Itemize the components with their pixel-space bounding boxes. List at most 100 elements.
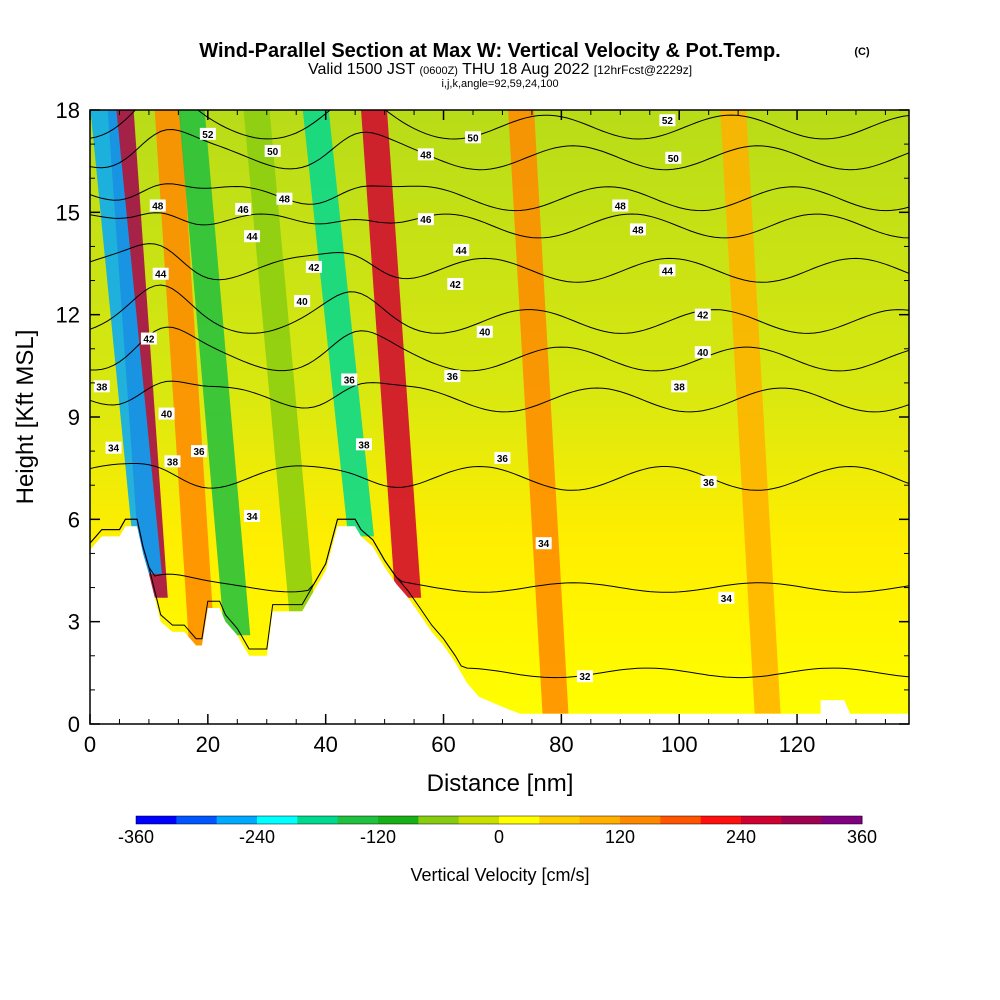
contour-label-text: 48	[632, 225, 644, 236]
valid-date: THU 18 Aug 2022	[462, 61, 589, 78]
contour-label-text: 36	[344, 375, 356, 386]
contour-label-text: 38	[674, 382, 686, 393]
plot-field: 52 50 48 46 48 44 44 42 40 42 38 40 34 38 36 34 36 38 48 46…	[90, 110, 909, 724]
colorbar-tick-label: -120	[360, 827, 396, 847]
contour-label-32: 48	[629, 223, 646, 236]
contour-label-33: 44	[659, 264, 676, 277]
y-axis-label: Height [Kft MSL]	[12, 330, 39, 505]
contour-label-bg	[671, 380, 688, 393]
colorbar-tick-label: 360	[847, 827, 877, 847]
contour-label-text: 40	[161, 410, 173, 421]
theta-contour-46	[90, 212, 909, 239]
contour-label-2: 50	[264, 144, 281, 158]
colorbar-swatch	[297, 816, 339, 824]
contour-label-bg	[718, 591, 735, 604]
colorbar-swatch	[579, 816, 621, 824]
contour-label-text: 40	[297, 297, 309, 308]
colorbar-swatch	[539, 816, 581, 824]
colorbar-swatch	[337, 816, 379, 824]
x-tick-label: 80	[549, 732, 573, 757]
contour-label-9: 40	[294, 295, 311, 308]
contour-label-27: 32	[576, 670, 593, 683]
contour-label-37: 36	[700, 475, 717, 489]
forecast-info: [12hrFcst@2229z]	[594, 63, 692, 77]
contour-label-26: 34	[535, 537, 552, 550]
colorbar-tick-label: 120	[605, 827, 635, 847]
theta-contour-38	[90, 380, 909, 413]
colorbar-swatch	[458, 816, 500, 824]
contour-label-bg	[444, 370, 461, 383]
contour-label-text: 42	[308, 263, 320, 274]
x-tick-label: 120	[779, 732, 816, 757]
contour-label-bg	[464, 131, 481, 144]
valid-prefix: Valid 1500 JST	[308, 61, 416, 78]
colorbar-swatch	[781, 816, 823, 824]
contour-label-bg	[164, 455, 181, 468]
contour-label-bg	[305, 260, 322, 273]
contour-label-bg	[276, 192, 293, 205]
contour-label-19: 48	[417, 148, 434, 161]
x-tick-label: 60	[431, 732, 455, 757]
colorbar-tick-label: 240	[726, 827, 756, 847]
contour-label-11: 38	[93, 380, 110, 393]
theta-contour-48	[90, 183, 909, 212]
theta-contour-32	[90, 518, 909, 679]
copyright-mark: (C)	[854, 46, 870, 58]
contour-label-24: 36	[444, 370, 461, 383]
colorbar	[135, 815, 863, 825]
contour-label-text: 40	[479, 328, 491, 339]
colorbar-swatch	[620, 816, 661, 824]
contour-label-bg	[417, 213, 434, 226]
contour-label-text: 50	[467, 133, 479, 144]
x-tick-label: 40	[313, 732, 337, 757]
y-tick-label: 3	[68, 610, 80, 635]
theta-contour-40	[90, 326, 909, 372]
contour-label-bg	[235, 202, 252, 215]
contour-label-bg	[629, 223, 646, 236]
y-tick-label: 0	[68, 712, 80, 737]
contour-label-bg	[694, 308, 711, 321]
contour-label-text: 36	[703, 478, 715, 489]
velocity-band-4	[178, 110, 251, 636]
contour-label-text: 44	[662, 266, 674, 277]
contour-labels: 52 50 48 46 48 44 44 42 40 42 38 40 34 38 36 34 36 38 48 46…	[93, 114, 735, 683]
contour-label-bg	[264, 144, 281, 157]
theta-contours	[90, 110, 909, 679]
contour-label-text: 48	[152, 202, 164, 213]
contour-label-38: 34	[718, 591, 735, 605]
contour-label-bg	[417, 148, 434, 161]
contour-label-text: 50	[668, 154, 680, 165]
colorbar-swatch	[821, 816, 863, 824]
contour-label-text: 40	[697, 348, 709, 359]
contour-label-text: 44	[246, 232, 258, 243]
contour-label-text: 42	[450, 280, 462, 291]
terrain-mask	[90, 526, 909, 724]
y-tick-label: 18	[56, 98, 80, 123]
contour-label-text: 36	[193, 447, 205, 458]
contour-label-1: 52	[199, 127, 216, 141]
velocity-band-2	[154, 110, 215, 646]
valid-time-line: Valid 1500 JST (0600Z) THU 18 Aug 2022 […	[308, 61, 692, 78]
contour-label-text: 42	[697, 311, 709, 322]
chart-title: Wind-Parallel Section at Max W: Vertical…	[199, 40, 780, 62]
velocity-band-3	[90, 110, 162, 574]
contour-label-22: 42	[447, 277, 464, 291]
contour-label-text: 34	[538, 539, 550, 550]
contour-label-bg	[199, 127, 216, 140]
x-tick-label: 100	[661, 732, 698, 757]
theta-contour-50	[90, 128, 909, 171]
contour-label-text: 42	[143, 335, 155, 346]
colorbar-swatch	[257, 816, 298, 824]
contour-label-20: 46	[417, 213, 434, 226]
colorbar-swatch	[418, 816, 460, 824]
contour-label-12: 40	[158, 407, 175, 421]
contour-label-17: 36	[341, 373, 358, 386]
contour-label-text: 36	[497, 454, 509, 465]
theta-contour-52	[90, 110, 909, 140]
contour-label-bg	[576, 670, 593, 683]
contour-label-text: 48	[615, 202, 627, 213]
contour-label-text: 48	[420, 150, 432, 161]
velocity-band-5	[243, 110, 316, 612]
